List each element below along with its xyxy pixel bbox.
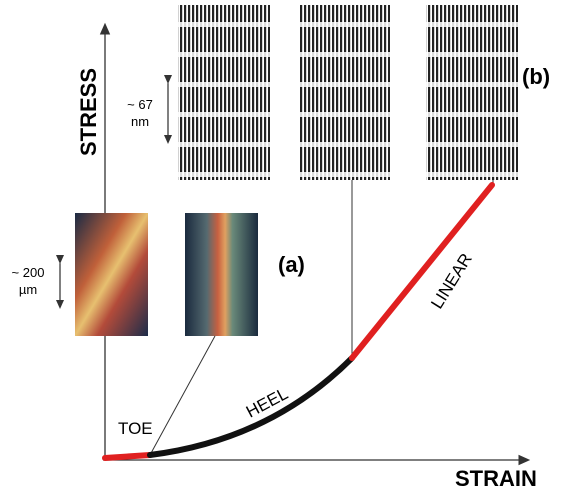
- scale-label: ~ 200: [12, 265, 45, 280]
- region-label: TOE: [118, 419, 153, 438]
- scale-label: nm: [131, 114, 149, 129]
- y-axis-label: STRESS: [76, 68, 101, 156]
- region-label: HEEL: [243, 384, 291, 422]
- connector: [149, 335, 216, 456]
- scale-label: ~ 67: [127, 97, 153, 112]
- curve-toe: [102, 452, 153, 461]
- panel-label: (b): [522, 64, 550, 89]
- collagen-images: [178, 5, 518, 180]
- fiber-straight: [185, 213, 258, 336]
- scale-label: µm: [19, 282, 37, 297]
- x-axis-label: STRAIN: [455, 466, 537, 491]
- curve-heel: [147, 355, 355, 458]
- curve-linear: [349, 182, 495, 361]
- fiber-crimped: [75, 213, 148, 336]
- panel-label: (a): [278, 252, 305, 277]
